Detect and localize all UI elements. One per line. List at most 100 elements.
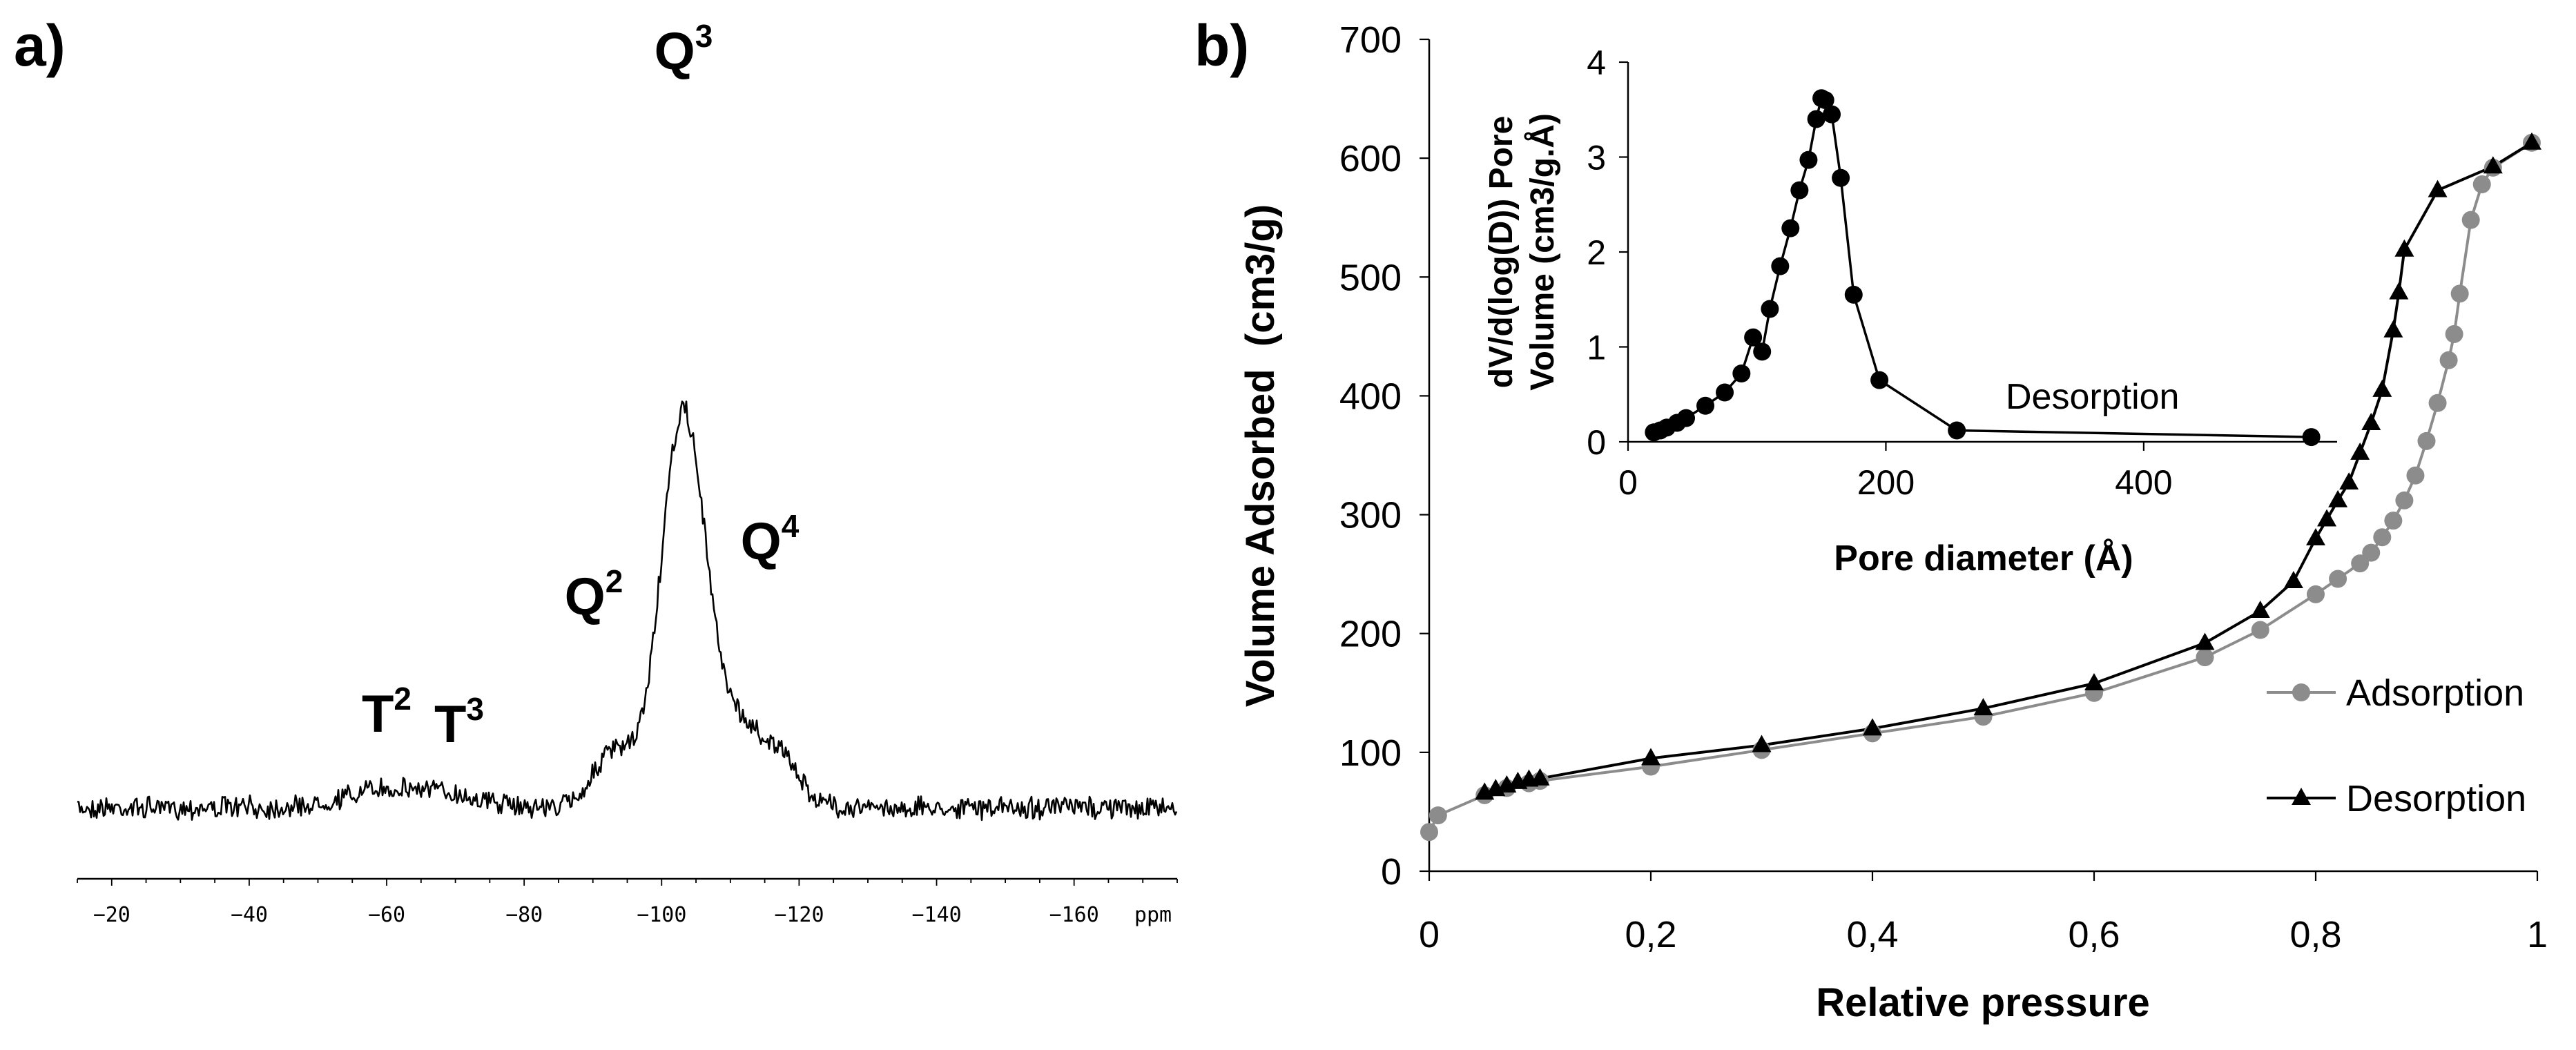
inset-y-tick-label: 0 (1587, 423, 1606, 462)
adsorption-point (2384, 512, 2403, 530)
peak-annotation: T2 (362, 681, 411, 743)
adsorption-point (2362, 543, 2381, 562)
inset-x-tick-label: 0 (1618, 463, 1638, 502)
pore-distribution-point (1948, 421, 1966, 440)
nmr-tick-label: −120 (774, 903, 824, 927)
desorption-point (2394, 239, 2414, 257)
isotherm-x-tick-label: 0 (1419, 914, 1440, 955)
desorption-point (2339, 472, 2359, 490)
isotherm-legend: Adsorption Desorption (2267, 672, 2526, 819)
adsorption-point (2439, 351, 2458, 369)
isotherm-x-tick-label: 1 (2527, 914, 2548, 955)
desorption-point (2350, 443, 2370, 460)
desorption-point (1497, 775, 1517, 793)
inset-x-tick-label: 400 (2115, 463, 2172, 502)
panel-b-label: b) (1194, 13, 1249, 78)
desorption-point (2084, 673, 2104, 691)
desorption-point (2195, 632, 2215, 650)
inset-x-label: Pore diameter (Å) (1834, 538, 2133, 579)
adsorption-point (2428, 393, 2447, 412)
adsorption-point (2373, 528, 2392, 547)
isotherm-y-label: Volume Adsorbed (cm3/g) (1238, 204, 1283, 707)
nmr-x-ticks: −20 −40 −60 −80 −100 −120 −140 −160 ppm (77, 879, 1178, 927)
desorption-point (2372, 379, 2392, 397)
desorption-point (1973, 698, 1993, 716)
desorption-point (2389, 282, 2409, 300)
isotherm-x-tick-label: 0,2 (1625, 914, 1676, 955)
peak-annotation: T3 (434, 691, 484, 754)
desorption-point (1641, 748, 1660, 766)
panel-a-label: a) (14, 13, 66, 78)
inset-x-tick-label: 200 (1857, 463, 1915, 502)
desorption-point (2521, 132, 2541, 150)
adsorption-point (2406, 466, 2425, 485)
nmr-spectrum-line (77, 400, 1178, 821)
isotherm-x-tick-label: 0,6 (2068, 914, 2120, 955)
desorption-point (2283, 570, 2303, 588)
isotherm-y-tick-label: 200 (1339, 614, 1402, 655)
pore-distribution-point (1870, 371, 1889, 389)
desorption-point (1475, 782, 1495, 800)
adsorption-point (1420, 823, 1438, 842)
pore-distribution-point (1744, 328, 1763, 347)
inset-series (1645, 89, 2321, 447)
isotherm-series (1420, 132, 2541, 842)
isotherm-y-tick-label: 100 (1339, 732, 1402, 774)
isotherm-y-tick-label: 0 (1381, 851, 1402, 893)
isotherm-y-tick-label: 400 (1339, 376, 1402, 417)
adsorption-point (2472, 175, 2491, 194)
desorption-point (1508, 771, 1528, 789)
desorption-point (1752, 735, 1772, 752)
inset-annotation: Desorption (2006, 377, 2179, 417)
inset-y-label-line1: dV/d(log(D)) Pore (1483, 116, 1520, 389)
desorption-point (2383, 320, 2403, 338)
adsorption-point (2395, 491, 2414, 509)
adsorption-point (2351, 554, 2370, 573)
desorption-point (2428, 179, 2448, 197)
nmr-spectrum-panel: a) −20 −40 −60 −80 −100 −120 −140 −160 ppm Q3 Q2 Q… (14, 13, 1178, 927)
adsorption-point (2251, 621, 2269, 639)
legend-desorption-marker (2292, 788, 2311, 805)
adsorption-point (2307, 585, 2325, 603)
isotherm-x-tick-label: 0,8 (2289, 914, 2341, 955)
isotherm-x-ticks: 0 0,2 0,4 0,6 0,8 1 (1419, 871, 2548, 955)
adsorption-point (1429, 806, 1447, 825)
inset-x-ticks: 0 200 400 (1618, 442, 2173, 502)
desorption-point (2483, 156, 2503, 174)
pore-distribution-point (1844, 285, 1863, 304)
isotherm-y-tick-label: 500 (1339, 257, 1402, 298)
pore-distribution-point (1790, 181, 1809, 200)
pore-distribution-point (1716, 383, 1734, 402)
adsorption-point (2196, 648, 2214, 667)
isotherm-y-tick-label: 300 (1339, 495, 1402, 536)
isotherm-x-tick-label: 0,4 (1846, 914, 1898, 955)
desorption-point (2317, 509, 2337, 527)
peak-annotation: Q3 (655, 18, 713, 81)
inset-y-tick-label: 3 (1587, 139, 1606, 177)
pore-distribution-point (1823, 105, 1841, 124)
desorption-point (2328, 489, 2348, 507)
nmr-axis-unit: ppm (1134, 903, 1172, 927)
nmr-tick-label: −20 (93, 903, 130, 927)
inset-y-label-line2: Volume (cm3/g.Å) (1524, 113, 1561, 391)
inset-y-tick-label: 2 (1587, 233, 1606, 272)
isotherm-y-tick-label: 600 (1339, 138, 1402, 179)
isotherm-x-label: Relative pressure (1816, 980, 2150, 1025)
adsorption-point (2445, 324, 2463, 343)
legend-adsorption-marker (2292, 683, 2310, 701)
peak-annotation: Q2 (565, 563, 623, 626)
nmr-tick-label: −80 (505, 903, 543, 927)
inset-y-tick-label: 4 (1587, 43, 1606, 82)
pore-size-inset: 0 1 2 3 4 0 200 400 Desorption Pore diameter (… (1483, 43, 2347, 579)
peak-annotation: Q4 (741, 508, 800, 571)
pore-distribution-point (1781, 219, 1800, 237)
isotherm-y-ticks: 0 100 200 300 400 500 600 700 (1339, 19, 1429, 893)
isotherm-y-tick-label: 700 (1339, 19, 1402, 61)
desorption-point (1863, 718, 1882, 736)
pore-distribution-point (1799, 150, 1818, 169)
legend-desorption-label: Desorption (2346, 778, 2526, 819)
adsorption-point (2329, 570, 2347, 588)
pore-distribution-point (1677, 409, 1696, 427)
